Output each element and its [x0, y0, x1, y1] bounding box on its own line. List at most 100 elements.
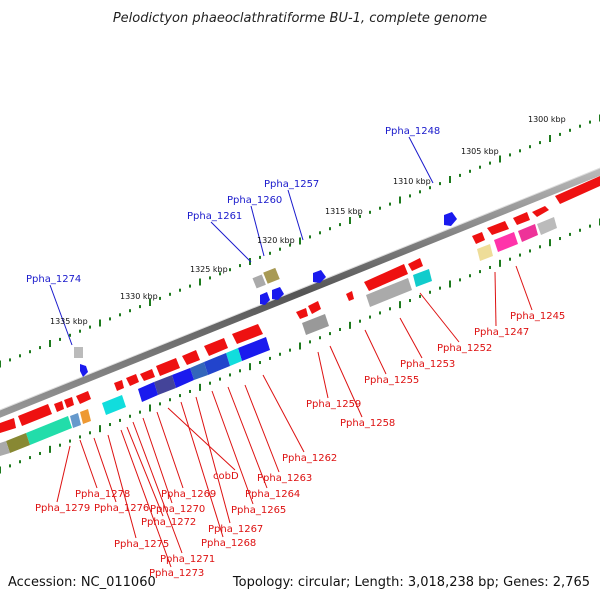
reverse-gene-label[interactable]: Ppha_1268	[201, 538, 256, 549]
gene-red-11[interactable]	[232, 324, 263, 344]
gene-box-blue-2[interactable]	[204, 353, 230, 375]
gene-box-grey-small[interactable]	[74, 347, 83, 358]
gene-box-grey[interactable]	[252, 274, 266, 289]
reverse-gene-label[interactable]: Ppha_1273	[149, 568, 204, 579]
reverse-gene-label[interactable]: Ppha_1267	[208, 524, 263, 535]
kbp-label: 1335 kbp	[50, 317, 88, 326]
reverse-gene-label[interactable]: Ppha_1278	[75, 489, 130, 500]
reverse-gene-label[interactable]: Ppha_1279	[35, 503, 90, 514]
reverse-gene-label[interactable]: Ppha_1245	[510, 311, 565, 322]
gene-red-5[interactable]	[472, 232, 485, 244]
reverse-gene-label[interactable]: Ppha_1271	[160, 554, 215, 565]
reverse-gene-labels: Ppha_1245 Ppha_1247 Ppha_1252 Ppha_1253 …	[35, 311, 565, 579]
forward-gene-label[interactable]: Ppha_1274	[26, 274, 81, 285]
gene-ppha-1248[interactable]	[444, 212, 457, 226]
reverse-gene-label[interactable]: Ppha_1247	[474, 327, 529, 338]
leader-line	[329, 345, 363, 418]
gene-red-14[interactable]	[156, 358, 180, 376]
reverse-gene-label[interactable]: Ppha_1255	[364, 375, 419, 386]
gene-red-9[interactable]	[308, 301, 321, 314]
kbp-label: 1325 kbp	[190, 265, 228, 274]
gene-box-steel[interactable]	[70, 413, 81, 428]
forward-gene-label[interactable]: Ppha_1257	[264, 179, 319, 190]
gene-red-12[interactable]	[204, 338, 228, 356]
gene-box-cyan-1[interactable]	[413, 269, 432, 287]
gene-box-magenta[interactable]	[518, 224, 538, 242]
reverse-gene-label[interactable]: Ppha_1270	[150, 504, 205, 515]
leader-line	[515, 265, 533, 311]
gene-red-17[interactable]	[114, 380, 124, 391]
gene-red-2[interactable]	[532, 206, 549, 217]
gene-red-1[interactable]	[555, 176, 600, 204]
leader-line	[107, 434, 137, 539]
gene-ppha-1261[interactable]	[260, 292, 270, 305]
leader-line	[180, 401, 224, 538]
forward-gene-label[interactable]: Ppha_1248	[385, 126, 440, 137]
gene-red-20[interactable]	[54, 401, 64, 412]
reverse-gene-label[interactable]: Ppha_1258	[340, 418, 395, 429]
gene-red-10[interactable]	[296, 308, 308, 319]
gene-box-blue-3[interactable]	[190, 362, 208, 380]
reverse-gene-label[interactable]: cobD	[213, 471, 239, 482]
gene-box-olive[interactable]	[263, 267, 280, 284]
reverse-gene-label[interactable]: Ppha_1276	[94, 503, 149, 514]
gene-box-grey-long[interactable]	[366, 278, 412, 307]
gene-box-grey-edge[interactable]	[0, 441, 10, 456]
gene-red-22[interactable]	[0, 418, 16, 433]
gene-box-cyan-2[interactable]	[226, 348, 242, 366]
gene-box-cyan-3[interactable]	[102, 395, 126, 415]
leader-line	[79, 439, 98, 489]
gene-red-19[interactable]	[64, 397, 74, 408]
gene-box-grey-r2[interactable]	[302, 314, 329, 335]
gene-box-blue-4[interactable]	[172, 368, 194, 388]
reverse-gene-label[interactable]: Ppha_1264	[245, 489, 300, 500]
gene-box-blue-1[interactable]	[238, 337, 270, 361]
gene-red-4[interactable]	[487, 221, 509, 235]
gene-box-pink[interactable]	[494, 232, 518, 252]
reverse-gene-label[interactable]: Ppha_1263	[257, 473, 312, 484]
reverse-gene-label[interactable]: Ppha_1265	[231, 505, 286, 516]
gene-box-seagreen[interactable]	[26, 416, 72, 445]
gene-ppha-1257[interactable]	[313, 270, 326, 283]
reverse-gene-label[interactable]: Ppha_1252	[437, 343, 492, 354]
label-leader-lines	[49, 136, 533, 568]
gene-red-15[interactable]	[140, 369, 155, 381]
reverse-gene-label[interactable]: Ppha_1275	[114, 539, 169, 550]
reverse-gene-label[interactable]: Ppha_1269	[161, 489, 216, 500]
leader-line	[408, 136, 434, 184]
gene-red-18[interactable]	[76, 391, 91, 404]
gene-box-tan[interactable]	[477, 244, 493, 261]
leader-line	[494, 271, 497, 327]
gene-red-6[interactable]	[408, 258, 423, 271]
gene-box-grey-r1[interactable]	[537, 217, 557, 235]
gene-red-8[interactable]	[346, 291, 354, 301]
gene-red-16[interactable]	[126, 374, 139, 386]
leader-line	[419, 292, 460, 343]
forward-gene-label[interactable]: Ppha_1261	[187, 211, 242, 222]
kbp-label: 1300 kbp	[528, 115, 566, 124]
reverse-gene-label[interactable]: Ppha_1272	[141, 517, 196, 528]
kbp-label: 1310 kbp	[393, 177, 431, 186]
gene-red-13[interactable]	[182, 350, 200, 365]
reverse-gene-label[interactable]: Ppha_1253	[400, 359, 455, 370]
gene-ppha-1260[interactable]	[272, 287, 284, 300]
gene-red-3[interactable]	[513, 212, 530, 225]
reverse-gene-label[interactable]: Ppha_1262	[282, 453, 337, 464]
leader-line	[211, 390, 254, 505]
gene-box-olive-dark[interactable]	[6, 433, 30, 453]
gene-red-7[interactable]	[364, 264, 408, 291]
leader-line	[287, 189, 304, 241]
leader-line	[49, 284, 73, 346]
gene-box-orange[interactable]	[80, 409, 91, 424]
leader-line	[126, 426, 164, 517]
reverse-gene-label[interactable]: Ppha_1259	[306, 399, 361, 410]
leader-line	[132, 421, 183, 554]
forward-gene-label[interactable]: Ppha_1260	[227, 195, 282, 206]
gene-ppha-1274[interactable]	[80, 364, 88, 377]
gene-box-blue-5[interactable]	[138, 382, 158, 402]
gene-red-21[interactable]	[18, 404, 52, 426]
inner-tick-track	[0, 218, 600, 474]
leader-line	[195, 396, 231, 524]
topology-text: Topology: circular; Length: 3,018,238 bp…	[232, 575, 590, 590]
gene-box-navy[interactable]	[154, 375, 176, 395]
